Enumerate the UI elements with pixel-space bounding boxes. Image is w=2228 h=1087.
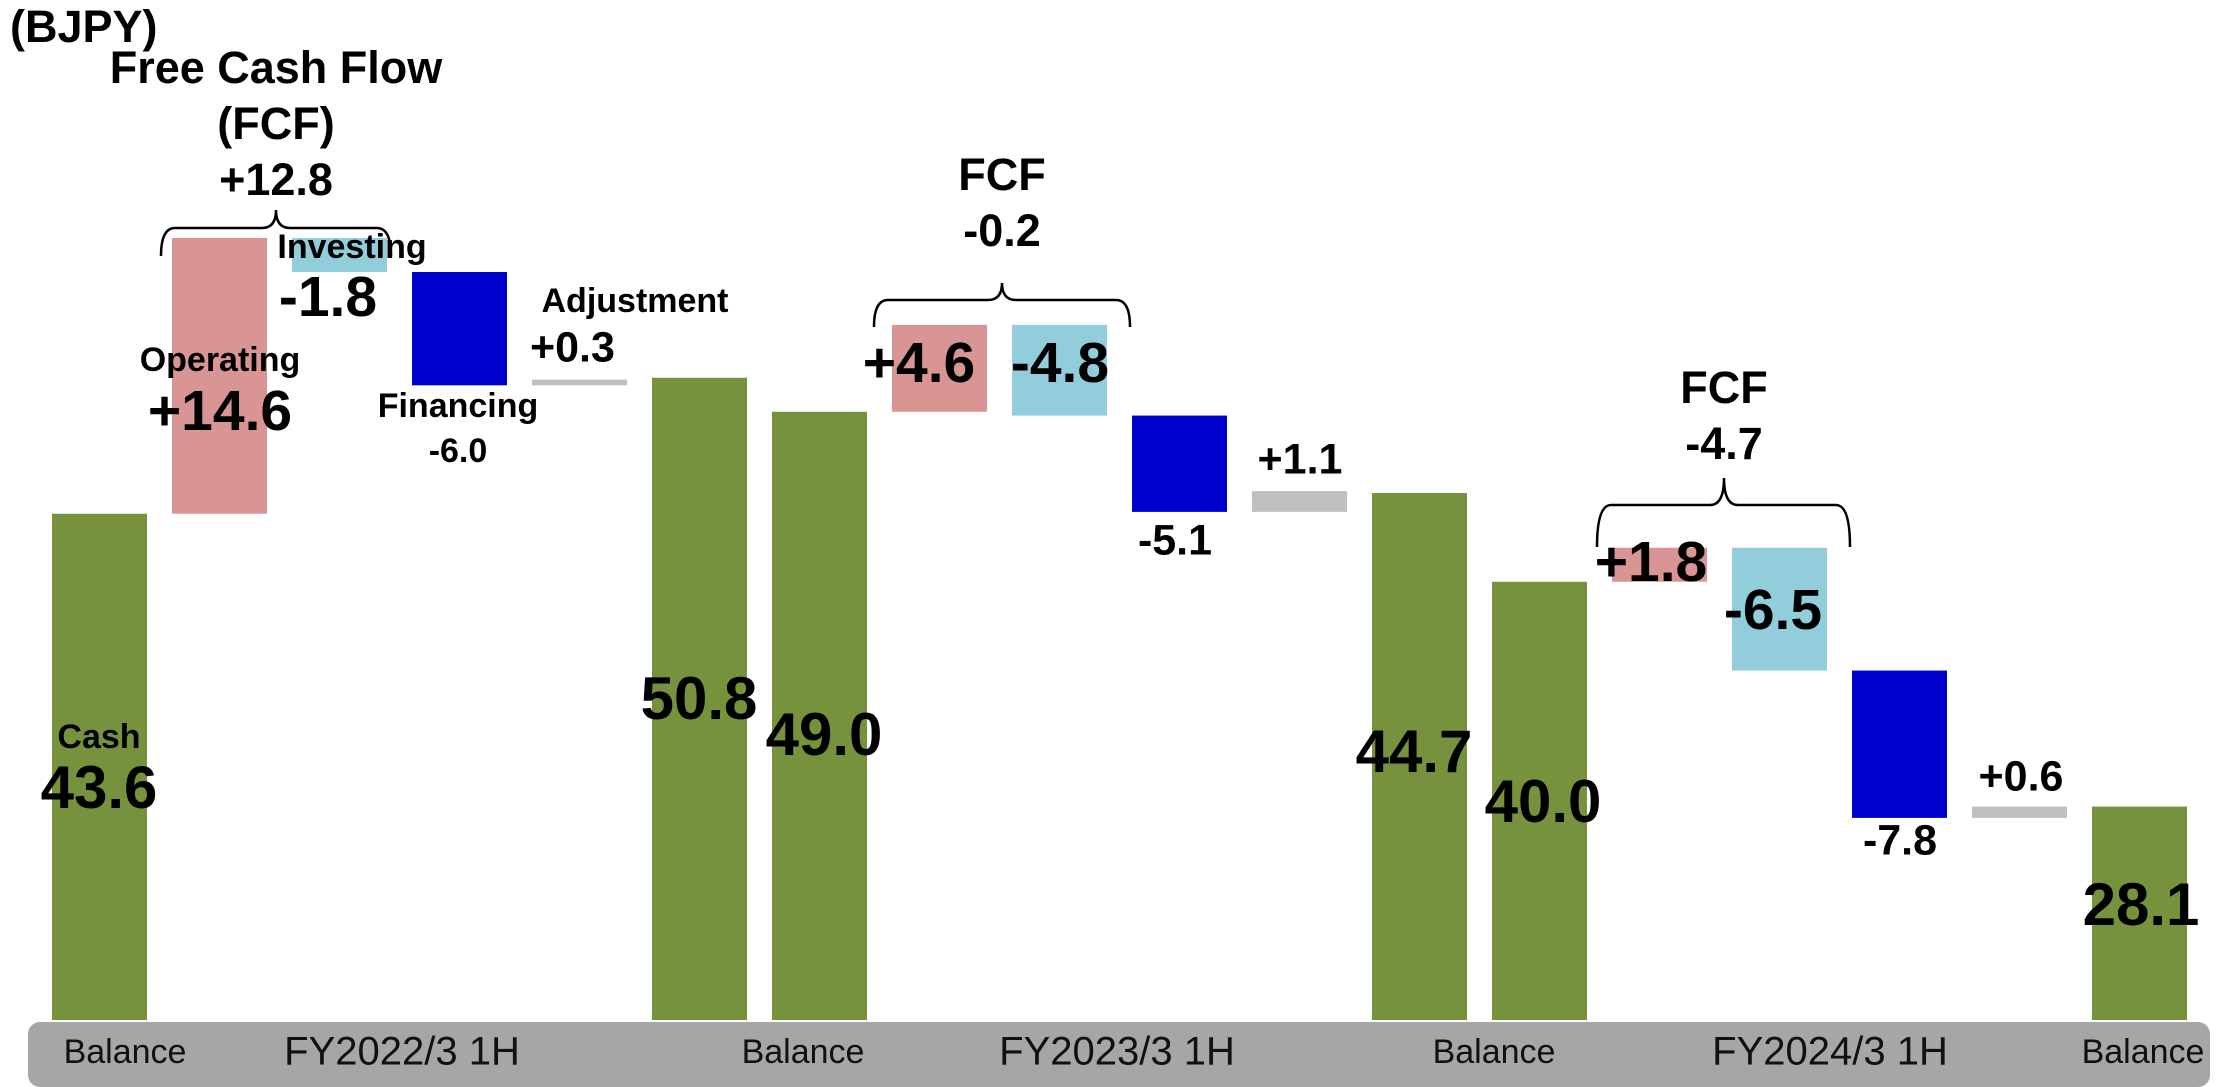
value-label: -4.8 — [1011, 331, 1109, 395]
value-label: +0.6 — [1979, 752, 2064, 800]
bar — [1132, 415, 1227, 512]
fcf-title: FCF — [958, 149, 1046, 200]
bar — [292, 238, 387, 272]
bar — [412, 272, 507, 386]
value-label: +4.6 — [863, 331, 976, 395]
x-tick-label: Balance — [64, 1033, 187, 1071]
series-label: Adjustment — [542, 282, 729, 320]
fcf-value: -4.7 — [1685, 418, 1763, 469]
value-label: 43.6 — [41, 754, 158, 821]
value-label: 40.0 — [1485, 768, 1602, 835]
x-tick-label: FY2023/3 1H — [999, 1030, 1235, 1074]
value-label: -1.8 — [279, 265, 377, 329]
series-label: Cash — [57, 718, 140, 756]
bar — [1612, 547, 1707, 582]
bar — [1012, 324, 1107, 416]
fcf-brace — [1595, 477, 1852, 548]
x-tick-label: Balance — [1433, 1033, 1556, 1071]
fcf-brace — [872, 282, 1132, 328]
series-label: Investing — [277, 228, 426, 266]
value-label: 50.8 — [641, 665, 758, 732]
x-tick-label: Balance — [2082, 1033, 2205, 1071]
value-label: +1.8 — [1595, 530, 1708, 594]
fcf-value: +12.8 — [219, 154, 333, 205]
value-label: -6.5 — [1724, 578, 1822, 642]
value-label: 28.1 — [2083, 871, 2200, 938]
fcf-annotation: FCF -4.7 — [1504, 360, 1944, 472]
bar — [532, 379, 627, 386]
value-label: -7.8 — [1863, 816, 1937, 864]
value-label: -5.1 — [1138, 516, 1212, 564]
value-label: 44.7 — [1356, 718, 1473, 785]
x-tick-label: Balance — [742, 1033, 865, 1071]
bar — [1372, 493, 1467, 1020]
x-tick-label: FY2022/3 1H — [284, 1030, 520, 1074]
bar — [1972, 806, 2067, 818]
fcf-brace — [159, 209, 393, 257]
bar — [652, 377, 747, 1020]
fcf-value: -0.2 — [963, 205, 1041, 256]
unit-label: (BJPY) — [10, 1, 158, 52]
x-tick-label: FY2024/3 1H — [1712, 1030, 1948, 1074]
value-label: +1.1 — [1258, 435, 1343, 483]
series-label: Financing — [378, 387, 539, 425]
fcf-annotation: Free Cash Flow (FCF) +12.8 — [56, 40, 496, 208]
series-label: Operating — [140, 341, 301, 379]
fcf-title: Free Cash Flow (FCF) — [109, 42, 443, 149]
bar — [52, 513, 147, 1020]
value-label: -6.0 — [429, 432, 488, 470]
value-label: +14.6 — [148, 379, 292, 443]
bar — [2092, 806, 2187, 1020]
bar — [1852, 670, 1947, 818]
value-label: 49.0 — [766, 701, 883, 768]
bar — [1252, 491, 1347, 512]
bar — [1732, 547, 1827, 671]
bar — [172, 238, 267, 514]
bar — [772, 411, 867, 1020]
bar — [1492, 581, 1587, 1020]
bar — [892, 324, 987, 412]
fcf-title: FCF — [1680, 362, 1768, 413]
fcf-annotation: FCF -0.2 — [782, 147, 1222, 259]
value-label: +0.3 — [530, 323, 615, 371]
x-axis-band — [28, 1022, 2210, 1087]
